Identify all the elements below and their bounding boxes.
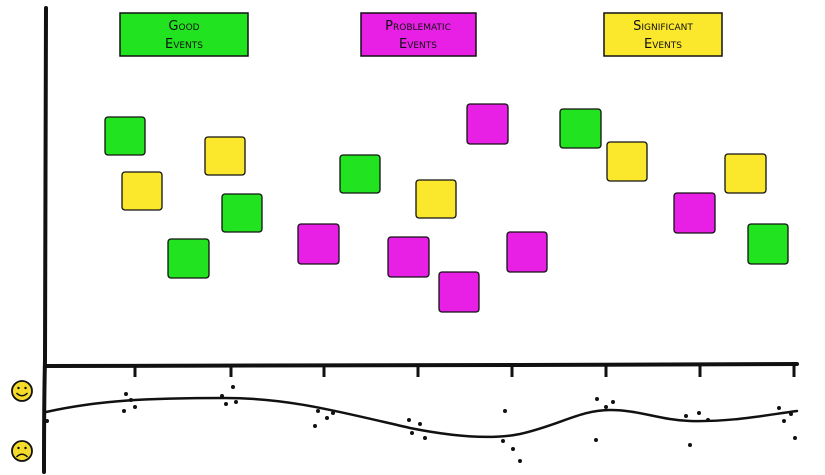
legend-problematic-events: Problematic Events	[360, 12, 477, 57]
mood-dot	[688, 443, 692, 447]
legend-good-events: Good Events	[119, 12, 249, 57]
mood-curve	[44, 396, 799, 439]
legend-significant-line2: Events	[644, 37, 682, 52]
mood-dot	[684, 414, 688, 418]
mood-dot	[777, 406, 781, 410]
mood-dot	[423, 436, 427, 440]
mood-dot	[122, 409, 126, 413]
mood-dot	[224, 402, 228, 406]
mood-dot	[124, 392, 128, 396]
vertical-axis	[42, 6, 48, 474]
mood-dot	[316, 409, 320, 413]
sticky-note-problematic	[438, 271, 480, 313]
sticky-note-significant	[121, 171, 163, 211]
sticky-note-problematic	[297, 223, 340, 265]
sticky-notes	[104, 103, 789, 313]
sticky-note-significant	[606, 141, 648, 182]
sticky-note-problematic	[387, 236, 430, 278]
sticky-note-good	[221, 193, 263, 233]
mood-dot	[231, 385, 235, 389]
mood-dot	[595, 397, 599, 401]
legend-problematic-line1: Problematic	[385, 19, 451, 34]
happy-face-icon	[11, 380, 33, 402]
mood-dot	[793, 436, 797, 440]
sticky-note-problematic	[466, 103, 509, 145]
mood-dots	[45, 385, 797, 463]
mood-dot	[129, 398, 133, 402]
mood-dot	[313, 424, 317, 428]
mood-dot	[325, 416, 329, 420]
legend-significant-line1: Significant	[633, 19, 693, 34]
mood-dot	[234, 400, 238, 404]
sticky-note-significant	[724, 153, 767, 194]
mood-dot	[611, 400, 615, 404]
legend-significant-events: Significant Events	[603, 12, 723, 57]
sticky-note-significant	[204, 136, 246, 176]
mood-dot	[418, 422, 422, 426]
mood-dot	[697, 411, 701, 415]
sticky-note-good	[559, 108, 602, 149]
horizontal-axis	[44, 362, 799, 368]
mood-dot	[501, 439, 505, 443]
sticky-note-good	[167, 238, 210, 279]
sticky-note-problematic	[673, 192, 716, 234]
mood-dot	[604, 405, 608, 409]
legend-box-problematic	[360, 12, 477, 57]
mood-dot	[518, 459, 522, 463]
legend-good-line1: Good	[168, 19, 199, 34]
mood-dot	[407, 418, 411, 422]
mood-dot	[331, 411, 335, 415]
mood-dot	[45, 419, 49, 423]
mood-dot	[789, 412, 793, 416]
mood-dot	[782, 419, 786, 423]
sticky-note-good	[104, 116, 146, 156]
mood-dot	[511, 447, 515, 451]
sticky-note-problematic	[506, 231, 548, 273]
mood-dot	[594, 438, 598, 442]
sticky-note-good	[747, 223, 789, 265]
mood-dot	[503, 409, 507, 413]
mood-dot	[410, 431, 414, 435]
sticky-note-good	[339, 154, 381, 194]
axis-ticks	[133, 366, 796, 377]
mood-dot	[220, 394, 224, 398]
legend-problematic-line2: Events	[399, 37, 437, 52]
mood-dot	[133, 405, 137, 409]
legend-box-good	[119, 12, 249, 57]
legend-good-line2: Events	[165, 37, 203, 52]
sad-face-icon	[11, 440, 33, 462]
sticky-note-significant	[415, 179, 457, 219]
legend-box-significant	[603, 12, 723, 57]
mood-dot	[706, 418, 710, 422]
